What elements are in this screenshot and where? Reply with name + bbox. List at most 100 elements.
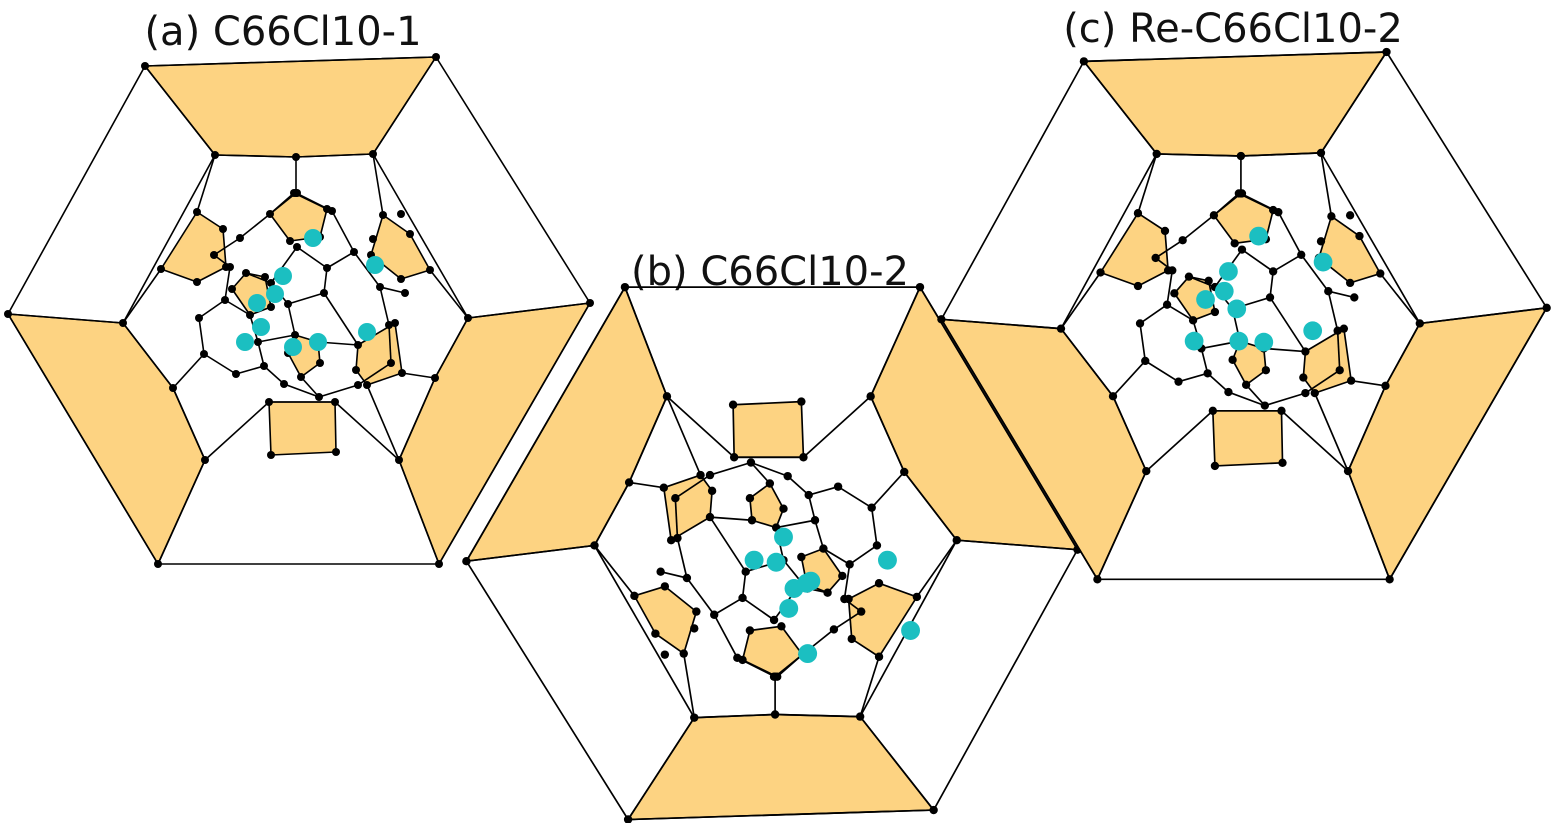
bond-line xyxy=(122,154,216,324)
bond-line xyxy=(1263,347,1306,353)
bond-line xyxy=(1320,152,1333,217)
bond-line xyxy=(1139,323,1147,361)
carbon-atom xyxy=(379,211,387,219)
bond-line xyxy=(295,153,374,158)
carbon-atom xyxy=(770,710,780,719)
chlorine-site-marker xyxy=(1219,262,1238,281)
carbon-atom xyxy=(866,392,875,401)
bond-line xyxy=(629,481,664,489)
carbon-atom xyxy=(1278,458,1287,467)
carbon-atom xyxy=(267,303,275,311)
carbon-atom xyxy=(838,571,847,581)
bond-line xyxy=(296,246,328,269)
carbon-atom xyxy=(707,486,717,496)
panel-b-schlegel-graph xyxy=(462,282,1082,823)
carbon-atom xyxy=(331,398,339,406)
bond-line xyxy=(741,571,747,599)
carbon-atom xyxy=(1343,466,1353,476)
carbon-atom xyxy=(783,471,792,481)
carbon-atom xyxy=(1163,266,1173,275)
carbon-atom xyxy=(829,625,839,634)
carbon-atom xyxy=(1142,466,1151,476)
bond-line xyxy=(674,498,679,539)
panel-c-schlegel-graph xyxy=(937,47,1551,584)
carbon-atom xyxy=(915,282,925,292)
carbon-atom xyxy=(293,243,301,251)
carbon-atom xyxy=(1265,293,1275,302)
carbon-atom xyxy=(855,712,865,721)
carbon-atom xyxy=(912,592,922,602)
bond-line xyxy=(257,334,296,343)
carbon-atom xyxy=(1160,226,1170,236)
carbon-atom xyxy=(267,279,275,287)
bond-line xyxy=(814,520,825,549)
carbon-atom xyxy=(265,398,273,406)
bond-line xyxy=(1178,372,1208,383)
carbon-atom xyxy=(462,557,471,566)
carbon-atom xyxy=(952,536,961,545)
bond-line xyxy=(1139,304,1168,325)
panel-b-c66cl10-2: (b) C66Cl10-2 xyxy=(462,249,1082,823)
bond-line xyxy=(713,597,743,616)
carbon-atom xyxy=(705,512,715,522)
carbon-atom xyxy=(741,567,750,576)
bond-line xyxy=(1269,296,1307,352)
carbon-atom xyxy=(1178,236,1187,245)
chlorine-site-marker xyxy=(284,338,302,356)
bond-line xyxy=(1336,330,1341,371)
carbon-atom xyxy=(1301,347,1310,356)
bond-line xyxy=(807,494,816,521)
carbon-atom xyxy=(690,624,699,633)
bond-line xyxy=(467,302,591,319)
carbon-atom xyxy=(620,282,630,292)
carbon-atom xyxy=(710,610,719,619)
chlorine-site-marker xyxy=(309,333,327,351)
bond-line xyxy=(1384,323,1421,387)
carbon-atom xyxy=(874,652,884,661)
highlighted-ring-p7 xyxy=(1212,409,1284,467)
carbon-atom xyxy=(193,278,201,286)
carbon-atom xyxy=(1333,326,1342,335)
carbon-atom xyxy=(267,451,275,459)
carbon-atom xyxy=(867,503,876,512)
bond-line xyxy=(666,396,702,476)
chlorine-site-marker xyxy=(779,599,799,618)
bond-line xyxy=(269,192,297,215)
bond-line xyxy=(323,292,359,346)
bond-line xyxy=(775,713,861,718)
bond-line xyxy=(1200,348,1209,374)
carbon-atom xyxy=(219,225,227,233)
bond-line xyxy=(1351,379,1386,387)
bond-line xyxy=(1347,470,1391,580)
carbon-atom xyxy=(705,470,715,480)
highlighted-ring-right xyxy=(1347,307,1548,581)
bond-line xyxy=(1245,384,1266,407)
carbon-atom xyxy=(900,467,909,477)
carbon-atom xyxy=(406,230,414,238)
chlorine-site-marker xyxy=(797,573,817,593)
carbon-atom xyxy=(1108,392,1118,401)
chlorine-site-marker xyxy=(1227,299,1247,319)
carbon-atom xyxy=(1415,319,1424,328)
bond-line xyxy=(434,317,469,379)
bond-line xyxy=(1272,254,1302,273)
chlorine-site-marker xyxy=(1196,290,1215,309)
carbon-atom xyxy=(1133,209,1143,218)
carbon-atom xyxy=(1170,289,1179,298)
panel-a-schlegel-graph xyxy=(4,53,594,568)
carbon-atom xyxy=(819,544,828,553)
carbon-atom xyxy=(874,579,884,588)
carbon-atom xyxy=(1381,381,1390,390)
bond-line xyxy=(1060,272,1102,330)
carbon-atom xyxy=(236,234,244,242)
carbon-atom xyxy=(590,541,599,550)
bond-line xyxy=(1277,211,1302,256)
carbon-atom xyxy=(833,482,843,491)
carbon-atom xyxy=(391,319,399,327)
bond-line xyxy=(674,474,711,499)
highlighted-ring-p6 xyxy=(662,474,713,542)
bond-line xyxy=(869,286,921,397)
carbon-atom xyxy=(660,582,670,591)
bond-line xyxy=(941,318,1062,330)
